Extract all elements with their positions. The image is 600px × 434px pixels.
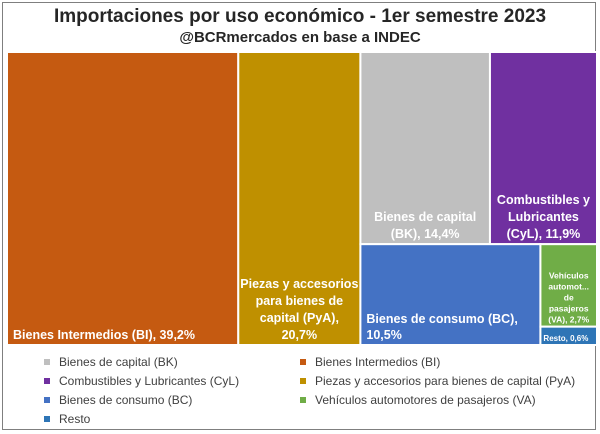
treemap-label-va: Vehículos (549, 271, 589, 281)
legend-label: Vehículos automotores de pasajeros (VA) (315, 393, 536, 407)
legend-item-cyl: Combustibles y Lubricantes (CyL) (44, 374, 239, 388)
legend-swatch (44, 359, 50, 365)
treemap-label-bi: Bienes Intermedios (BI), 39,2% (13, 328, 195, 342)
treemap-tile-bk (359, 51, 491, 246)
legend-label: Bienes de capital (BK) (59, 355, 178, 369)
treemap-label-bc: 10,5% (366, 328, 401, 342)
chart-subtitle: @BCRmercados en base a INDEC (179, 29, 421, 46)
legend-label: Bienes de consumo (BC) (59, 393, 193, 407)
treemap-label-pya: para bienes de (256, 294, 344, 308)
legend-swatch (300, 397, 306, 403)
treemap-tile-r (539, 325, 599, 347)
treemap-label-bk: (BK), 14,4% (391, 227, 460, 241)
treemap-label-cyl: (CyL), 11,9% (507, 227, 581, 241)
treemap-label-pya: Piezas y accesorios (240, 277, 358, 291)
legend-item-r: Resto (44, 412, 90, 426)
treemap-tile-bi (6, 51, 240, 346)
legend-item-pya: Piezas y accesorios para bienes de capit… (300, 374, 575, 388)
legend-item-bc: Bienes de consumo (BC) (44, 393, 192, 407)
legend-item-bk: Bienes de capital (BK) (44, 355, 178, 369)
treemap-label-pya: 20,7% (282, 328, 317, 342)
legend-swatch (44, 378, 50, 384)
treemap-label-cyl: Combustibles y (497, 193, 590, 207)
chart-title: Importaciones por uso económico - 1er se… (53, 6, 547, 27)
treemap-label-bc: Bienes de consumo (BC), (366, 312, 517, 326)
legend-label: Piezas y accesorios para bienes de capit… (315, 374, 576, 388)
treemap-label-va: automot... (548, 282, 589, 292)
treemap-label-bk: Bienes de capital (374, 210, 476, 224)
legend-swatch (44, 397, 50, 403)
treemap-label-cyl: Lubricantes (508, 210, 579, 224)
legend-label: Resto (59, 412, 91, 426)
treemap-label-va: pasajeros (549, 304, 589, 314)
treemap-label-va: (VA), 2,7% (548, 315, 589, 325)
treemap-label-pya: capital (PyA), (260, 311, 339, 325)
legend-swatch (44, 416, 50, 422)
legend-label: Combustibles y Lubricantes (CyL) (59, 374, 240, 388)
treemap-label-va: de (564, 293, 574, 303)
treemap-label-r: Resto, 0,6% (543, 334, 588, 343)
treemap-tile-bc (359, 243, 542, 346)
treemap-tile-pya (237, 51, 362, 346)
legend-swatch (300, 378, 306, 384)
legend-item-va: Vehículos automotores de pasajeros (VA) (300, 393, 536, 407)
legend-item-bi: Bienes Intermedios (BI) (300, 355, 440, 369)
legend-label: Bienes Intermedios (BI) (315, 355, 441, 369)
legend-swatch (300, 359, 306, 365)
